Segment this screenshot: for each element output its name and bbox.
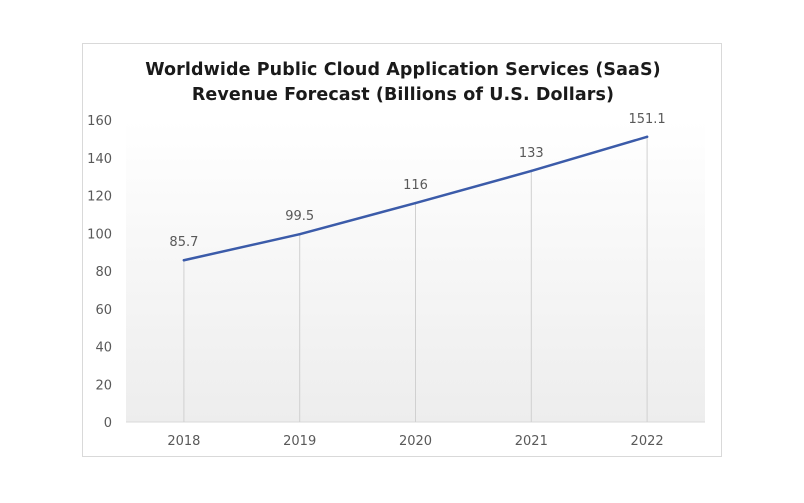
data-point <box>645 135 649 138</box>
y-tick-label: 80 <box>95 265 112 280</box>
x-tick-label: 2018 <box>167 434 200 449</box>
data-point <box>182 259 186 262</box>
data-point <box>414 201 417 205</box>
data-label: 116 <box>403 178 428 193</box>
x-tick-label: 2021 <box>515 434 548 449</box>
y-tick-label: 140 <box>87 152 112 167</box>
data-label: 99.5 <box>285 209 314 224</box>
data-label: 133 <box>519 146 544 161</box>
data-label: 85.7 <box>169 235 198 250</box>
data-label: 151.1 <box>628 112 665 127</box>
chart-title: Worldwide Public Cloud Application Servi… <box>83 58 723 108</box>
x-tick-label: 2022 <box>631 434 664 449</box>
y-tick-label: 60 <box>95 303 112 318</box>
x-tick-label: 2019 <box>283 434 316 449</box>
y-tick-label: 40 <box>95 341 112 356</box>
y-tick-label: 20 <box>95 378 112 393</box>
y-tick-label: 0 <box>104 416 112 431</box>
y-tick-label: 160 <box>87 114 112 129</box>
chart-title-line-2: Revenue Forecast (Billions of U.S. Dolla… <box>191 85 615 105</box>
y-tick-label: 100 <box>87 227 112 242</box>
data-point <box>530 169 533 173</box>
y-tick-label: 120 <box>87 190 112 205</box>
data-point <box>298 232 301 236</box>
chart-title-line-1: Worldwide Public Cloud Application Servi… <box>145 60 661 80</box>
x-tick-label: 2020 <box>399 434 432 449</box>
